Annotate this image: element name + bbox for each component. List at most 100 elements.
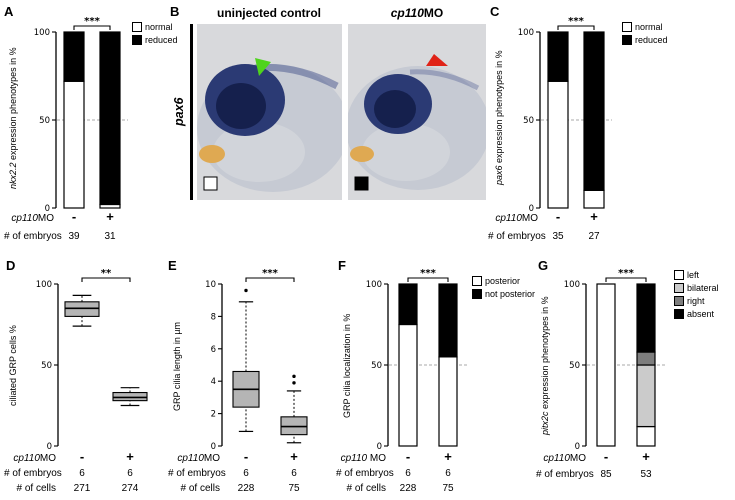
svg-text:100: 100 [518, 28, 534, 38]
row-value: 85 [600, 469, 612, 480]
legend-label: not posterior [485, 289, 536, 299]
legend-swatch [472, 276, 482, 286]
svg-text:0: 0 [529, 204, 534, 212]
svg-text:100: 100 [36, 280, 52, 290]
row-value: - [603, 449, 609, 464]
svg-text:0: 0 [47, 442, 52, 450]
row-value: 35 [552, 231, 564, 242]
stats-row: cp110MO - + [536, 449, 735, 467]
row-label: cp110MO [13, 453, 56, 464]
control-image-title: uninjected control [216, 6, 321, 20]
red-arrowhead-icon [426, 54, 448, 66]
legend-label: absent [687, 309, 715, 319]
morphant-embryo-image [348, 24, 486, 200]
control-corner-box [203, 176, 218, 191]
row-value: 6 [127, 468, 133, 479]
svg-text:0: 0 [45, 204, 50, 212]
svg-text:***: *** [262, 268, 278, 279]
legend-swatch [674, 296, 684, 306]
legend-swatch [132, 22, 142, 32]
panel-letter-a: A [4, 4, 14, 19]
svg-text:***: *** [84, 16, 100, 27]
eye-stain [216, 83, 266, 129]
legend-item-left: left [674, 270, 719, 280]
svg-text:6: 6 [211, 345, 216, 355]
row-label: cp110MO [11, 213, 54, 224]
pitx2c-stacked-bar-chart: 0 50 100 *** [556, 268, 672, 450]
svg-text:***: *** [420, 268, 436, 279]
ciliated-cells-box-plot: 0 50 100 ** [24, 268, 162, 450]
legend-swatch [132, 35, 142, 45]
svg-text:***: *** [618, 268, 634, 279]
legend-swatch [674, 270, 684, 280]
row-label: # of embryos [4, 468, 62, 479]
row-value: + [126, 449, 134, 464]
row-value: 75 [442, 483, 454, 494]
legend-label: normal [635, 22, 663, 32]
stats-row: # of cells 228 75 [336, 482, 534, 497]
panel-f-legend: posterior not posterior [472, 276, 535, 299]
row-value: + [590, 209, 598, 224]
row-value: 75 [288, 483, 300, 494]
row-value: 6 [243, 468, 249, 479]
morphant-corner-box [354, 176, 369, 191]
svg-text:**: ** [101, 268, 112, 279]
panel-c-legend: normal reduced [622, 22, 668, 45]
y-axis-label-pitx2c: pitx2c expression phenotypes in % [540, 296, 550, 436]
panel-letter-b: B [170, 4, 180, 19]
svg-text:2: 2 [211, 410, 216, 420]
legend-swatch [674, 283, 684, 293]
legend-item-posterior: posterior [472, 276, 535, 286]
row-label: # of cells [16, 483, 56, 494]
panel-g: G pitx2c expression phenotypes in % 0 50 1… [536, 256, 735, 500]
legend-swatch [674, 309, 684, 319]
cilia-length-box-plot: 0 2 4 6 8 10 *** [190, 268, 326, 450]
stats-row: # of cells 271 274 [4, 482, 166, 497]
row-value: 27 [588, 231, 600, 242]
svg-text:4: 4 [211, 377, 216, 387]
row-value: - [243, 449, 249, 464]
row-label: # of embryos [4, 231, 62, 242]
row-value: + [106, 209, 114, 224]
panel-letter-d: D [6, 258, 16, 273]
cilia-localization-stacked-bar-chart: 0 50 100 *** [358, 268, 474, 450]
cement-gland [199, 145, 225, 163]
row-label: # of cells [346, 483, 386, 494]
legend-label: normal [145, 22, 173, 32]
row-label: cp110MO [177, 453, 220, 464]
morphant-image-title: cp110MO [390, 6, 444, 20]
panel-letter-c: C [490, 4, 500, 19]
row-value: 228 [399, 483, 417, 494]
row-value: + [444, 449, 452, 464]
legend-label: reduced [635, 35, 668, 45]
svg-text:50: 50 [39, 116, 50, 126]
pax6-stacked-bar-chart: 0 50 100 *** [510, 14, 622, 212]
stats-row: cp110 MO - + [336, 449, 534, 467]
row-value: 271 [73, 483, 91, 494]
legend-swatch [472, 289, 482, 299]
row-value: - [71, 209, 77, 224]
legend-swatch [622, 22, 632, 32]
stats-row: # of embryos 35 27 [488, 230, 735, 245]
panel-e: E GRP cilia length in µm 0 2 4 6 8 10 *** cp11… [168, 256, 334, 500]
legend-item-right: right [674, 296, 719, 306]
y-axis-label-ciliated-cells: ciliated GRP cells % [8, 325, 18, 407]
neural-tube-stain-reduced [409, 69, 480, 91]
row-label: # of embryos [168, 468, 226, 479]
svg-text:100: 100 [366, 280, 382, 290]
panel-d: D ciliated GRP cells % 0 50 100 ** cp110MO -… [4, 256, 166, 500]
svg-text:50: 50 [523, 116, 534, 126]
y-axis-label-cilia-localization: GRP cilia localization in % [342, 313, 352, 419]
legend-label: reduced [145, 35, 178, 45]
stats-row: # of embryos 6 6 [4, 467, 166, 482]
svg-text:50: 50 [371, 361, 382, 371]
legend-label: posterior [485, 276, 521, 286]
row-value: 274 [121, 483, 139, 494]
panel-a-legend: normal reduced [132, 22, 178, 45]
row-value: 6 [445, 468, 451, 479]
y-axis-label-pax6: pax6 expression phenotypes in % [494, 50, 504, 186]
row-value: 6 [405, 468, 411, 479]
nkx22-stacked-bar-chart: 0 50 100 *** [26, 14, 138, 212]
legend-item-normal: normal [132, 22, 178, 32]
row-label: # of embryos [336, 468, 394, 479]
